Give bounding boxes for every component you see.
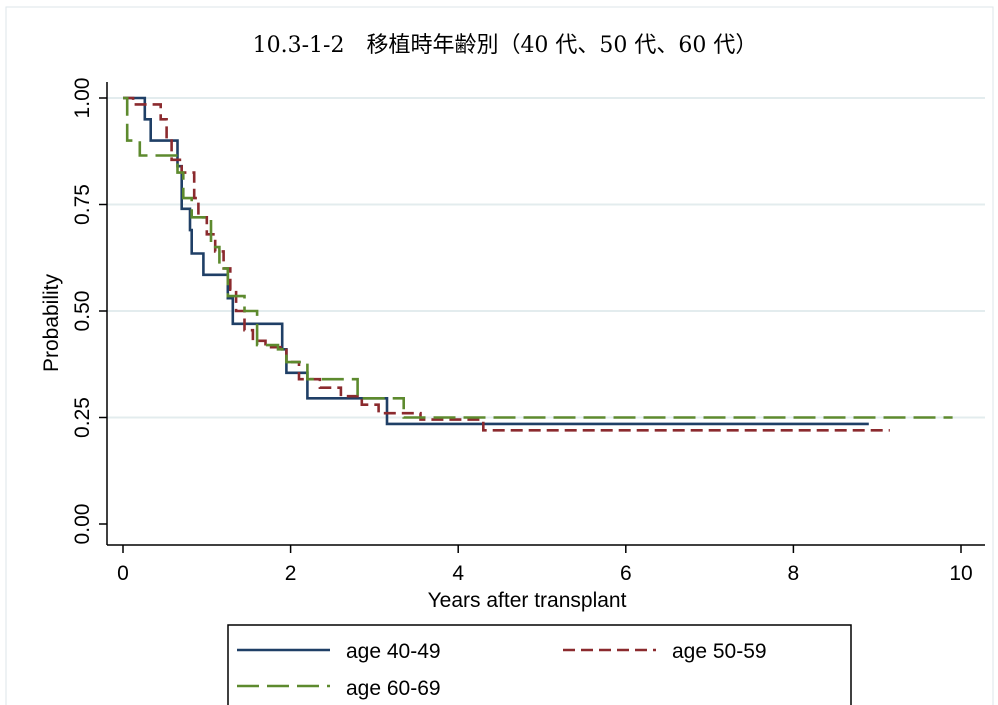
axes: 0.00 0.25 0.50 0.75 1.00 0 2 4 6 8 10 bbox=[71, 78, 985, 585]
y-tick-label-4: 1.00 bbox=[71, 78, 94, 119]
legend: age 40-49 age 50-59 age 60-69 bbox=[227, 624, 852, 705]
x-tick-label-3: 6 bbox=[620, 562, 632, 585]
x-tick-label-2: 4 bbox=[452, 562, 464, 585]
figure-border bbox=[5, 6, 994, 705]
x-tick-label-0: 0 bbox=[117, 562, 129, 585]
y-tick-label-3: 0.75 bbox=[71, 184, 94, 225]
legend-label-age-50-59: age 50-59 bbox=[672, 640, 767, 663]
series-lines bbox=[123, 96, 953, 432]
legend-label-age-40-49: age 40-49 bbox=[346, 640, 441, 663]
x-tick-label-1: 2 bbox=[285, 562, 297, 585]
series-line-age-60-69 bbox=[123, 96, 953, 419]
chart-title: 10.3-1-2 移植時年齢別（40 代、50 代、60 代） bbox=[253, 33, 758, 58]
legend-box bbox=[227, 624, 852, 705]
y-tick-label-1: 0.25 bbox=[71, 397, 94, 438]
y-tick-label-2: 0.50 bbox=[71, 291, 94, 332]
series-line-age-40-49 bbox=[123, 96, 869, 426]
series-line-age-50-59 bbox=[123, 96, 890, 432]
x-tick-label-5: 10 bbox=[949, 562, 972, 585]
legend-label-age-60-69: age 60-69 bbox=[346, 677, 441, 700]
y-axis-label: Probability bbox=[40, 273, 63, 372]
y-tick-label-0: 0.00 bbox=[71, 504, 94, 545]
x-tick-label-4: 8 bbox=[788, 562, 800, 585]
x-axis-label: Years after transplant bbox=[428, 589, 627, 612]
